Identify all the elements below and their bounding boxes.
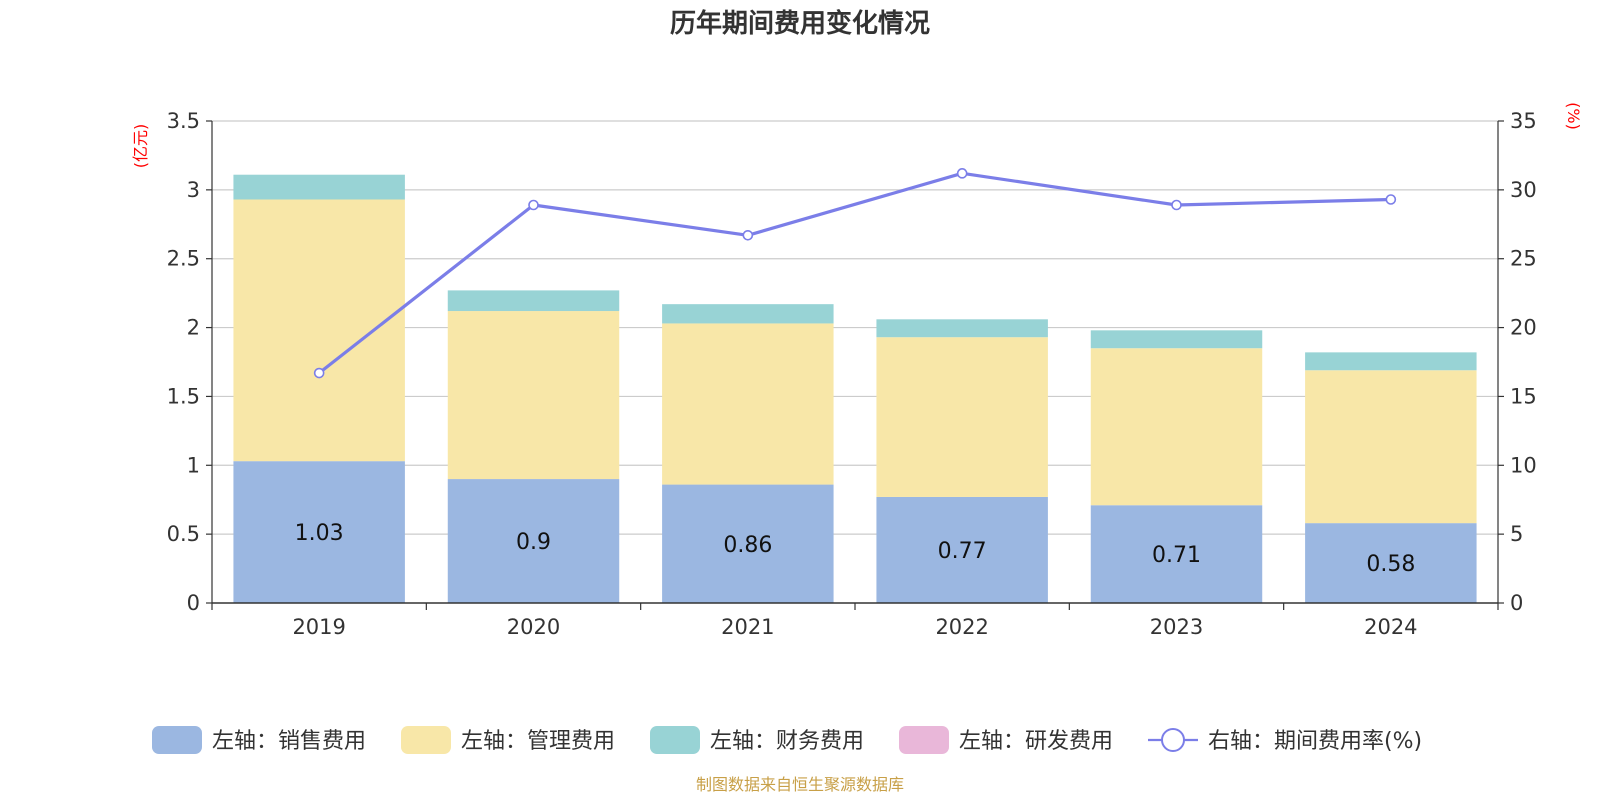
left-tick-label: 3 xyxy=(187,178,200,202)
bar-segment-2023-2 xyxy=(1090,330,1263,349)
left-tick-label: 3.5 xyxy=(167,109,200,133)
chart-title: 历年期间费用变化情况 xyxy=(670,8,930,39)
left-axis-unit: (亿元) xyxy=(131,124,150,169)
legend-label: 右轴：期间费用率(%) xyxy=(1208,729,1422,754)
x-tick-label: 2021 xyxy=(721,615,774,639)
x-tick-label: 2023 xyxy=(1150,615,1203,639)
rate-point xyxy=(528,199,539,211)
bar-segment-2022-2 xyxy=(876,319,1048,338)
legend-item: 右轴：期间费用率(%) xyxy=(1148,728,1422,754)
bar-value-label: 0.9 xyxy=(516,530,551,555)
bar-value-label: 0.71 xyxy=(1152,543,1201,568)
bars xyxy=(233,174,1477,603)
legend-item: 左轴：研发费用 xyxy=(899,726,1113,754)
bar-segment-2019-0 xyxy=(233,461,405,603)
legend-swatch xyxy=(650,726,700,754)
left-tick-label: 0.5 xyxy=(167,522,200,546)
bar-value-label: 0.86 xyxy=(723,533,772,558)
right-axis-unit: (%) xyxy=(1564,102,1583,130)
left-tick-label: 2 xyxy=(187,316,200,340)
bar-segment-2024-2 xyxy=(1305,352,1477,371)
left-tick-label: 0 xyxy=(187,591,200,615)
bar-value-label: 0.77 xyxy=(938,539,987,564)
left-tick-label: 1.5 xyxy=(167,384,200,408)
right-tick-label: 35 xyxy=(1510,109,1537,133)
legend-label: 左轴：研发费用 xyxy=(959,729,1113,754)
right-tick-label: 5 xyxy=(1510,522,1523,546)
x-tick-label: 2020 xyxy=(507,615,560,639)
rate-line-path xyxy=(318,171,1391,375)
bar-segment-2021-1 xyxy=(662,323,834,485)
x-tick-label: 2022 xyxy=(935,615,988,639)
legend-label: 左轴：销售费用 xyxy=(212,729,366,754)
x-tick-label: 2019 xyxy=(292,615,345,639)
rate-point xyxy=(1385,194,1397,205)
bar-value-label: 0.58 xyxy=(1366,552,1415,577)
bar-segment-2022-0 xyxy=(876,496,1048,603)
right-tick-label: 0 xyxy=(1510,591,1523,615)
right-tick-label: 30 xyxy=(1510,178,1537,202)
bar-segment-2023-0 xyxy=(1090,505,1263,603)
rate-line xyxy=(313,168,1397,379)
bar-segment-2024-1 xyxy=(1305,370,1477,524)
legend-label: 左轴：财务费用 xyxy=(710,729,864,754)
legend-swatch xyxy=(401,726,451,754)
bar-segment-2023-1 xyxy=(1090,348,1263,506)
right-tick-label: 15 xyxy=(1510,384,1537,408)
legend-label: 左轴：管理费用 xyxy=(461,729,615,754)
bar-segment-2021-0 xyxy=(662,484,834,603)
rate-point xyxy=(956,168,968,179)
legend-item: 左轴：财务费用 xyxy=(650,726,864,754)
rate-point xyxy=(1171,199,1182,211)
bar-segment-2021-2 xyxy=(662,304,834,324)
data-source: 制图数据来自恒生聚源数据库 xyxy=(696,775,904,794)
bar-labels: 1.03 0.9 0.86 0.77 0.71 0.58 xyxy=(295,521,1416,577)
x-tick-label: 2024 xyxy=(1364,615,1417,639)
legend: 左轴：销售费用 左轴：管理费用 左轴：财务费用 左轴：研发费用 右轴：期间费用率(%) xyxy=(152,726,1422,754)
legend-item: 左轴：销售费用 xyxy=(152,726,366,754)
left-tick-label: 2.5 xyxy=(167,247,200,271)
right-tick-label: 25 xyxy=(1510,247,1537,271)
right-tick-label: 20 xyxy=(1510,316,1537,340)
bar-segment-2024-0 xyxy=(1305,523,1477,603)
legend-item: 左轴：管理费用 xyxy=(401,726,615,754)
grid-lines xyxy=(212,120,1498,535)
bar-segment-2020-2 xyxy=(447,290,620,312)
left-tick-label: 1 xyxy=(187,453,200,477)
rate-point xyxy=(313,367,325,379)
right-tick-label: 10 xyxy=(1510,453,1537,477)
legend-swatch xyxy=(899,726,949,754)
bar-segment-2022-1 xyxy=(876,337,1048,497)
legend-swatch xyxy=(152,726,202,754)
bar-segment-2020-1 xyxy=(447,311,620,480)
bar-segment-2019-1 xyxy=(233,199,405,462)
legend-marker xyxy=(1161,728,1185,752)
bar-segment-2020-0 xyxy=(447,479,620,603)
bar-value-label: 1.03 xyxy=(295,521,344,546)
axes: 0 0.5 1 1.5 2 2.5 3 3.5 0 5 10 15 20 25 30 35 2019 2020 20… xyxy=(167,109,1537,639)
bar-segment-2019-2 xyxy=(233,174,405,200)
rate-point xyxy=(742,230,754,241)
